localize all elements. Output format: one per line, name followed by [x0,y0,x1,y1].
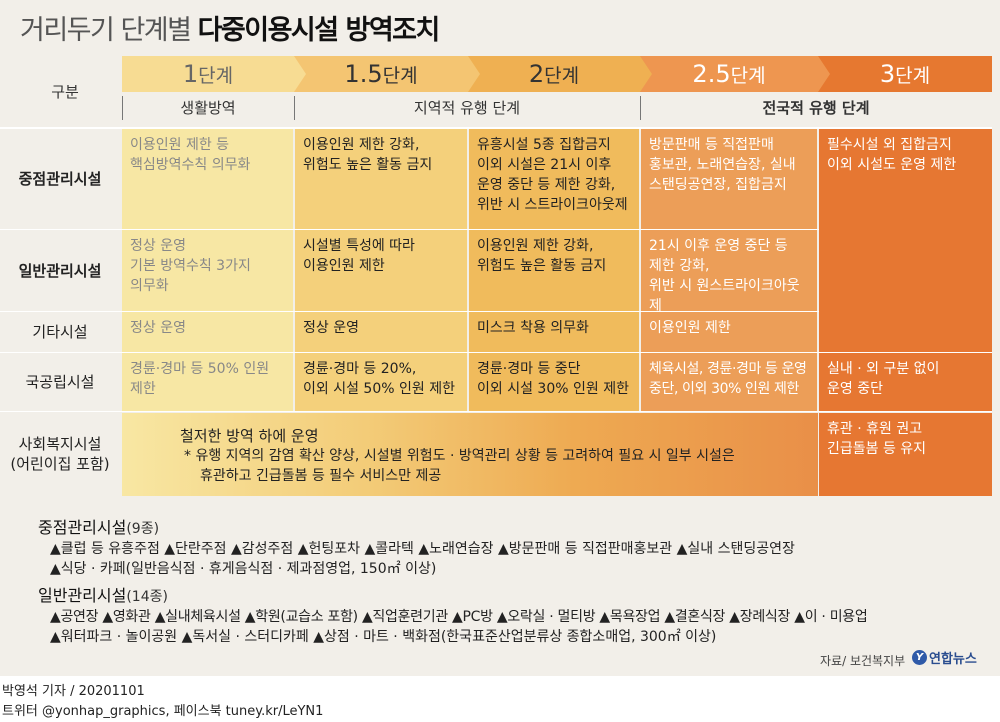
cell-other-l15: 정상 운영 [295,312,467,352]
column-header-gubun: 구분 [51,82,79,101]
row-label-priority: 중점관리시설 [18,170,102,188]
level-2-5-header: 2.5 단계 [640,56,818,92]
welfare-main-text: 철저한 방역 하에 운영 [180,427,319,445]
yonhap-logo: Y 연합뉴스 [912,648,977,667]
legend-priority-line1: ▲클럽 등 유흥주점 ▲단란주점 ▲감성주점 ▲헌팅포차 ▲콜라텍 ▲노래연습장… [50,541,795,557]
welfare-note-line2: 휴관하고 긴급돌봄 등 필수 서비스만 제공 [200,468,442,484]
cell-priority-l15: 이용인원 제한 강화, 위험도 높은 활동 금지 [295,129,467,229]
legend-general-title: 일반관리시설(14종) [38,582,168,606]
level-3-suffix: 단계 [895,64,931,87]
level-1-5-header: 1.5 단계 [294,56,468,92]
chevron-arrow [640,56,652,92]
row-divider [0,411,992,412]
legend-priority-title: 중점관리시설(9종) [38,514,159,538]
cell-public-l3: 실내 · 외 구분 없이 운영 중단 [819,353,992,411]
infographic-card: 거리두기 단계별 다중이용시설 방역조치 구분 1 단계 1.5 단계 2 단계 2.… [0,0,1000,676]
chevron-arrow [468,56,480,92]
cell-general-l25: 21시 이후 운영 중단 등 제한 강화, 위반 시 원스트라이크아웃제 [641,230,817,314]
legend-priority-name: 중점관리시설 [38,518,127,537]
level-2-suffix: 단계 [544,64,580,87]
row-label-welfare: 사회복지시설 (어린이집 포함) [10,435,110,473]
yonhap-logo-text: 연합뉴스 [929,652,977,667]
cell-general-l1: 정상 운영 기본 방역수칙 3가지 의무화 [122,230,293,311]
level-2-num: 2 [528,60,545,88]
group-label-regional: 지역적 유행 단계 [413,99,521,117]
level-2-header: 2 단계 [468,56,640,92]
group-divider [122,96,123,120]
row-label-general: 일반관리시설 [18,261,102,280]
legend-general-line2: ▲워터파크 · 놀이공원 ▲독서실 · 스터디카페 ▲상점 · 마트 · 백화점… [50,629,717,645]
source-text: 자료/ 보건복지부 [820,654,906,668]
cell-level3-merged: 필수시설 외 집합금지 이외 시설도 운영 제한 [819,129,992,352]
chevron-arrow [818,56,830,92]
level-1-header: 1 단계 [122,56,294,92]
cell-other-l25: 이용인원 제한 [641,312,817,352]
yonhap-logo-icon: Y [912,650,927,665]
cell-priority-l2: 유흥시설 5종 집합금지 이외 시설은 21시 이후 운영 중단 등 제한 강화… [469,129,639,229]
legend-priority-count: (9종) [126,521,160,537]
cell-public-l25: 체육시설, 경륜·경마 등 운영 중단, 이외 30% 인원 제한 [641,353,817,411]
row-label-other: 기타시설 [32,323,88,341]
credit-line-1: 박영석 기자 / 20201101 [2,684,145,699]
row-divider [0,127,992,129]
title-light: 거리두기 단계별 [20,15,192,46]
cell-public-l1: 경륜·경마 등 50% 인원 제한 [122,353,293,411]
level-1-5-suffix: 단계 [382,64,418,87]
level-1-suffix: 단계 [198,64,234,87]
cell-public-l2: 경륜·경마 등 중단 이외 시설 30% 인원 제한 [469,353,639,411]
cell-welfare-l3: 휴관 · 휴원 권고 긴급돌봄 등 유지 [819,413,992,496]
group-divider [640,96,641,120]
cell-priority-l25: 방문판매 등 직접판매 홍보관, 노래연습장, 실내 스탠딩공연장, 집합금지 [641,129,817,229]
legend-general-line1: ▲공연장 ▲영화관 ▲실내체육시설 ▲학원(교습소 포함) ▲직업훈련기관 ▲P… [50,609,868,625]
row-divider [0,229,992,230]
group-label-daily: 생활방역 [180,99,236,117]
cell-public-l15: 경륜·경마 등 20%, 이외 시설 50% 인원 제한 [295,353,467,411]
level-2-5-suffix: 단계 [730,64,766,87]
legend-general-count: (14종) [126,589,168,605]
row-label-public: 국공립시설 [25,373,95,391]
row-divider [0,311,992,312]
group-divider [294,96,295,120]
welfare-note-line1: * 유행 지역의 감염 확산 양상, 시설별 위험도 · 방역관리 상황 등 고… [184,448,735,464]
group-label-nationwide: 전국적 유행 단계 [762,99,870,117]
level-3-header: 3 단계 [818,56,992,92]
cell-priority-l1: 이용인원 제한 등 핵심방역수칙 의무화 [122,129,293,229]
level-1-num: 1 [182,60,199,88]
legend-general-name: 일반관리시설 [38,586,127,605]
chevron-arrow [294,56,306,92]
cell-other-l1: 정상 운영 [122,312,293,352]
page-title: 거리두기 단계별 다중이용시설 방역조치 [20,8,441,47]
level-1-5-num: 1.5 [344,60,383,88]
credit-line-2: 트위터 @yonhap_graphics, 페이스북 tuney.kr/LeYN… [2,704,324,719]
row-divider [0,352,992,353]
level-2-5-num: 2.5 [692,60,731,88]
level-3-num: 3 [879,60,896,88]
cell-general-l15: 시설별 특성에 따라 이용인원 제한 [295,230,467,311]
legend-priority-line2: ▲식당 · 카페(일반음식점 · 휴게음식점 · 제과점영업, 150㎡ 이상) [50,561,437,577]
cell-general-l2: 이용인원 제한 강화, 위험도 높은 활동 금지 [469,230,639,311]
title-bold: 다중이용시설 방역조치 [197,15,441,46]
cell-welfare-l1-to-l25: 철저한 방역 하에 운영 * 유행 지역의 감염 확산 양상, 시설별 위험도 … [122,413,818,496]
cell-other-l2: 미스크 착용 의무화 [469,312,639,352]
